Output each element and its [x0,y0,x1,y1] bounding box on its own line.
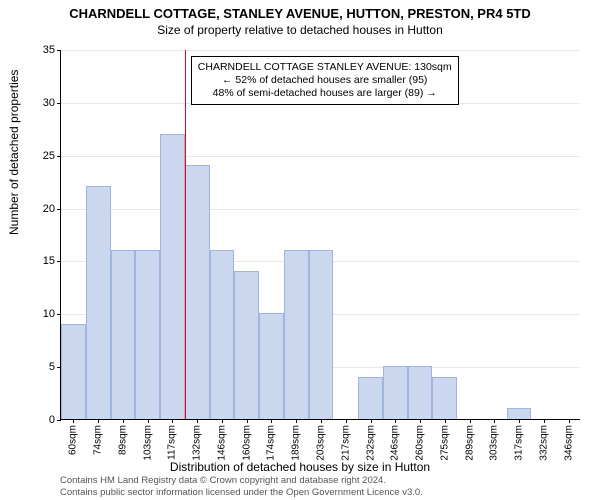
xtick-mark [172,419,173,423]
ytick-label: 0 [49,414,55,426]
xtick-mark [98,419,99,423]
histogram-bar [432,377,457,419]
histogram-bar [135,250,160,419]
xtick-mark [569,419,570,423]
ytick-mark [57,314,61,315]
histogram-bar [61,324,86,419]
ytick-mark [57,261,61,262]
histogram-bar [234,271,259,419]
xtick-mark [519,419,520,423]
ytick-mark [57,420,61,421]
footer-line1: Contains HM Land Registry data © Crown c… [60,475,423,486]
plot-area: 0510152025303560sqm74sqm89sqm103sqm117sq… [60,50,580,420]
histogram-bar [383,366,408,419]
footer-line2: Contains public sector information licen… [60,487,423,498]
annotation-line3: 48% of semi-detached houses are larger (… [198,87,452,100]
xtick-label: 117sqm [167,425,178,460]
xtick-label: 203sqm [316,425,327,461]
histogram-bar [185,165,210,419]
ytick-label: 25 [43,150,55,162]
xtick-label: 132sqm [192,425,203,461]
gridline [61,156,580,157]
ytick-label: 35 [43,44,55,56]
xtick-mark [123,419,124,423]
page-title-sub: Size of property relative to detached ho… [0,21,600,37]
xtick-label: 246sqm [390,425,401,461]
reference-line [185,50,186,419]
gridline [61,209,580,210]
xtick-label: 74sqm [93,425,104,455]
xtick-label: 260sqm [415,425,426,461]
histogram-bar [408,366,433,419]
histogram-bar [259,313,284,419]
xtick-mark [470,419,471,423]
xtick-label: 275sqm [439,425,450,461]
xtick-label: 346sqm [563,425,574,461]
xtick-label: 289sqm [464,425,475,461]
histogram-bar [86,186,111,419]
xtick-label: 189sqm [291,425,302,461]
annotation-box: CHARNDELL COTTAGE STANLEY AVENUE: 130sqm… [191,56,459,105]
xtick-label: 103sqm [142,425,153,461]
histogram-bar [507,408,532,419]
annotation-line2: ← 52% of detached houses are smaller (95… [198,74,452,87]
gridline [61,50,580,51]
xtick-mark [445,419,446,423]
xtick-label: 232sqm [365,425,376,461]
xtick-mark [346,419,347,423]
xtick-mark [271,419,272,423]
ytick-label: 15 [43,255,55,267]
ytick-label: 10 [43,308,55,320]
xtick-mark [544,419,545,423]
ytick-mark [57,209,61,210]
xtick-label: 146sqm [216,425,227,461]
footer-attribution: Contains HM Land Registry data © Crown c… [60,475,423,498]
histogram-bar [284,250,309,419]
histogram-bar [358,377,383,419]
ytick-label: 30 [43,97,55,109]
xtick-label: 303sqm [489,425,500,461]
xtick-mark [148,419,149,423]
xtick-label: 160sqm [241,425,252,461]
xtick-mark [73,419,74,423]
xtick-mark [197,419,198,423]
histogram-bar [111,250,136,419]
xtick-mark [247,419,248,423]
histogram-bar [309,250,334,419]
xtick-mark [420,419,421,423]
annotation-line1: CHARNDELL COTTAGE STANLEY AVENUE: 130sqm [198,61,452,74]
histogram-bar [210,250,235,419]
ytick-label: 5 [49,361,55,373]
x-axis-label: Distribution of detached houses by size … [0,460,600,474]
ytick-mark [57,50,61,51]
xtick-mark [494,419,495,423]
xtick-label: 317sqm [514,425,525,461]
ytick-mark [57,156,61,157]
xtick-label: 60sqm [68,425,79,455]
xtick-label: 217sqm [340,425,351,461]
ytick-mark [57,103,61,104]
page-title-main: CHARNDELL COTTAGE, STANLEY AVENUE, HUTTO… [0,0,600,21]
xtick-label: 89sqm [117,425,128,455]
xtick-label: 174sqm [266,425,277,461]
y-axis-label: Number of detached properties [7,70,21,235]
histogram-bar [160,134,185,419]
chart-area: 0510152025303560sqm74sqm89sqm103sqm117sq… [60,50,580,420]
xtick-mark [321,419,322,423]
xtick-mark [222,419,223,423]
xtick-label: 332sqm [538,425,549,461]
ytick-label: 20 [43,203,55,215]
xtick-mark [371,419,372,423]
xtick-mark [296,419,297,423]
xtick-mark [395,419,396,423]
